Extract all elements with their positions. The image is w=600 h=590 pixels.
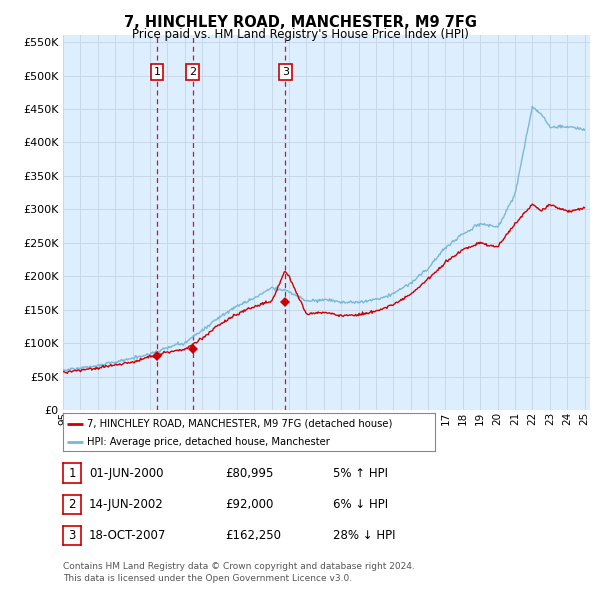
Text: 3: 3 [282,67,289,77]
Text: HPI: Average price, detached house, Manchester: HPI: Average price, detached house, Manc… [87,437,330,447]
Text: 1: 1 [154,67,161,77]
Text: Price paid vs. HM Land Registry's House Price Index (HPI): Price paid vs. HM Land Registry's House … [131,28,469,41]
Text: 28% ↓ HPI: 28% ↓ HPI [333,529,395,542]
Text: 7, HINCHLEY ROAD, MANCHESTER, M9 7FG: 7, HINCHLEY ROAD, MANCHESTER, M9 7FG [124,15,476,30]
Text: 3: 3 [68,529,76,542]
Text: 2: 2 [68,498,76,511]
Text: £92,000: £92,000 [225,498,274,511]
Text: £80,995: £80,995 [225,467,274,480]
Text: 01-JUN-2000: 01-JUN-2000 [89,467,163,480]
Text: Contains HM Land Registry data © Crown copyright and database right 2024.
This d: Contains HM Land Registry data © Crown c… [63,562,415,583]
Text: 1: 1 [68,467,76,480]
Text: 14-JUN-2002: 14-JUN-2002 [89,498,164,511]
Text: 6% ↓ HPI: 6% ↓ HPI [333,498,388,511]
Text: 7, HINCHLEY ROAD, MANCHESTER, M9 7FG (detached house): 7, HINCHLEY ROAD, MANCHESTER, M9 7FG (de… [87,419,392,429]
Text: £162,250: £162,250 [225,529,281,542]
Text: 5% ↑ HPI: 5% ↑ HPI [333,467,388,480]
Text: 2: 2 [189,67,196,77]
Text: 18-OCT-2007: 18-OCT-2007 [89,529,166,542]
